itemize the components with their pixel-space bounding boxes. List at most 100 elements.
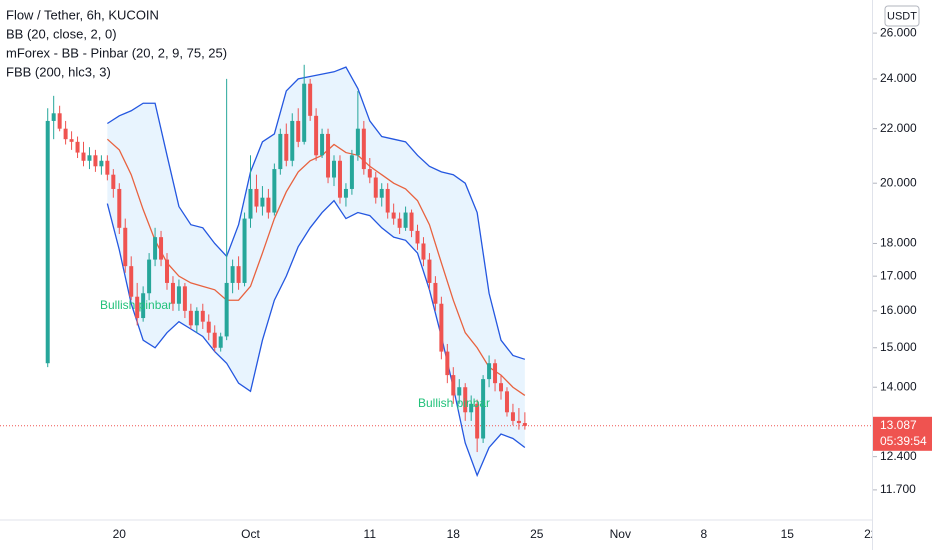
x-tick-label: Oct (241, 527, 260, 541)
candle-body (361, 128, 366, 170)
candle-body (57, 113, 62, 129)
candle-body (200, 310, 205, 322)
candle-body (308, 83, 313, 116)
candle-body (230, 266, 235, 283)
candle-body (314, 115, 319, 156)
candle-body (87, 155, 92, 161)
candle-body (129, 266, 134, 297)
candle-body (481, 379, 486, 439)
candle-body (397, 218, 402, 228)
y-tick-label: 18.000 (880, 236, 917, 250)
x-tick-label: 15 (781, 527, 795, 541)
candle-body (63, 128, 68, 140)
candle-body (51, 113, 56, 121)
indicator-label: BB (20, close, 2, 0) (6, 26, 117, 41)
candle-body (337, 160, 342, 198)
candle-body (510, 412, 515, 421)
candle-body (75, 141, 80, 153)
candle-body (349, 155, 354, 189)
currency-label: USDT (887, 10, 917, 22)
candle-body (218, 336, 223, 348)
candle-body (45, 120, 50, 364)
candle-body (522, 423, 527, 426)
candle-body (433, 282, 438, 304)
candle-body (69, 139, 74, 142)
candle-body (165, 259, 170, 283)
candle-body (367, 169, 372, 178)
x-tick-label: 18 (447, 527, 461, 541)
x-tick-label: Nov (610, 527, 631, 541)
candle-body (99, 160, 104, 167)
y-tick-label: 20.000 (880, 175, 917, 189)
y-tick-label: 11.700 (880, 482, 916, 496)
candle-body (516, 420, 521, 424)
candle-body (248, 188, 253, 219)
y-tick-label: 14.000 (880, 379, 917, 393)
x-tick-label: 20 (113, 527, 127, 541)
candle-body (159, 237, 164, 260)
candle-body (445, 351, 450, 376)
candle-body (332, 160, 337, 178)
candle-body (105, 160, 110, 175)
candle-body (302, 83, 307, 142)
chart-title: Flow / Tether, 6h, KUCOIN (6, 7, 159, 22)
candle-body (93, 155, 98, 167)
candle-body (290, 120, 295, 161)
candle-body (182, 286, 187, 311)
currency-box (884, 5, 920, 27)
x-tick-label: 8 (700, 527, 707, 541)
candle-body (170, 282, 175, 304)
annotation: Bullish pinbar (418, 396, 490, 410)
candle-body (427, 259, 432, 283)
candle-body (117, 188, 122, 228)
candle-body (284, 133, 289, 161)
indicator-label: mForex - BB - Pinbar (20, 2, 9, 75, 25) (6, 45, 227, 60)
candle-body (326, 133, 331, 178)
candle-body (278, 133, 283, 170)
indicator-label: FBB (200, hlc3, 3) (6, 64, 111, 79)
candle-body (499, 383, 504, 392)
candle-body (236, 266, 241, 283)
candle-body (242, 218, 247, 283)
y-tick-label: 12.400 (880, 449, 917, 463)
candle-body (147, 259, 152, 294)
candle-body (409, 212, 414, 231)
candle-body (373, 177, 378, 198)
candle-body (439, 303, 444, 352)
candle-body (451, 375, 456, 396)
candle-body (206, 321, 211, 333)
candle-body (343, 188, 348, 198)
candle-body (111, 174, 116, 189)
y-tick-label: 16.000 (880, 303, 917, 317)
candle-body (272, 169, 277, 213)
candle-body (457, 387, 462, 396)
y-tick-label: 15.000 (880, 340, 917, 354)
x-tick-label: 11 (364, 527, 377, 541)
last-price-box (873, 416, 932, 451)
countdown-label: 05:39:54 (880, 434, 927, 448)
candle-body (224, 282, 229, 337)
candle-body (385, 188, 390, 213)
candle-body (320, 133, 325, 156)
y-tick-label: 26.000 (880, 25, 917, 39)
band-line (107, 66, 526, 360)
candle-body (123, 227, 128, 267)
candle-body (421, 243, 426, 260)
candle-body (379, 188, 384, 198)
candle-body (254, 188, 259, 207)
candle-body (463, 387, 468, 413)
band-fill (107, 67, 525, 476)
y-tick-label: 22.000 (880, 121, 917, 135)
candle-body (504, 391, 509, 413)
candle-body (141, 293, 146, 319)
last-price-label: 13.087 (880, 418, 917, 432)
candle-body (81, 152, 86, 161)
annotation: Bullish pinbar (100, 298, 172, 312)
candle-body (487, 363, 492, 380)
y-tick-label: 17.000 (880, 268, 917, 282)
x-tick-label: 25 (530, 527, 544, 541)
candle-body (135, 296, 140, 319)
candle-body (475, 403, 480, 439)
candle-body (194, 310, 199, 326)
